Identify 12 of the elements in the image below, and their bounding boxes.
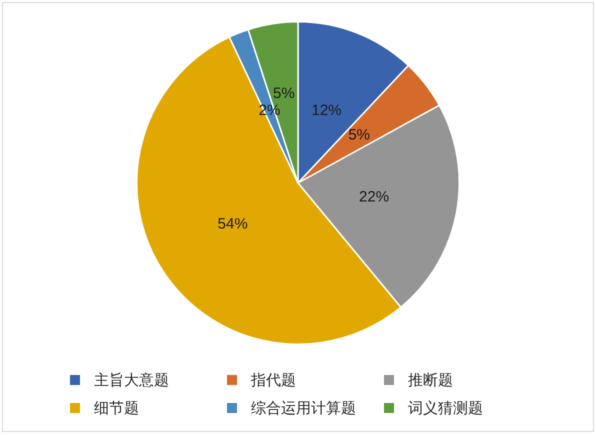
legend-label: 推断题	[408, 370, 453, 390]
legend-label: 综合运用计算题	[251, 398, 356, 418]
data-label: 2%	[258, 102, 280, 120]
legend-label: 细节题	[94, 398, 139, 418]
legend-label: 指代题	[251, 370, 296, 390]
data-label: 22%	[359, 188, 390, 206]
legend-label: 词义猜测题	[408, 398, 483, 418]
data-label: 5%	[348, 126, 370, 144]
legend-label: 主旨大意题	[94, 370, 169, 390]
data-label: 54%	[218, 216, 248, 233]
data-label: 12%	[311, 102, 342, 120]
data-label: 5%	[273, 84, 295, 102]
